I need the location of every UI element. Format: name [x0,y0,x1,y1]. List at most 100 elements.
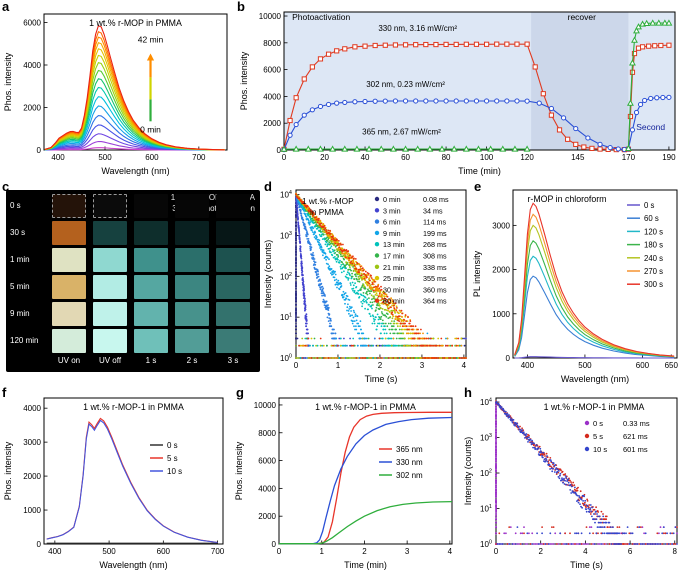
panel-h-decay-chart: 0 2 4 6 8 100 101 102 103 104 Time (s) Intensity (c… [463,397,678,570]
svg-text:100: 100 [280,354,292,364]
panel-letter-c: c [2,179,10,194]
svg-text:in PMMA: in PMMA [310,207,344,217]
sample-photo-cell [216,329,250,353]
svg-text:360 ms: 360 ms [423,285,447,294]
panel-b-kinetics-chart: 0 20 40 60 80 100 120 145 170 190 0 2000 4000 6000 800… [239,11,676,176]
sample-photo-cell [175,329,209,353]
svg-text:0: 0 [277,547,282,556]
panel-letter-e: e [474,179,482,194]
series-min-24 [44,78,225,151]
svg-text:60 s: 60 s [644,214,659,223]
svg-text:2000: 2000 [263,119,281,128]
svg-text:1000: 1000 [23,506,41,515]
svg-text:0 s: 0 s [644,201,655,210]
series-302nm [279,500,453,545]
svg-text:Wavelength (nm): Wavelength (nm) [101,166,169,176]
svg-text:400: 400 [51,153,65,162]
svg-text:100: 100 [480,153,494,162]
chart-f: 400 500 600 700 0 1000 2000 3000 4000 Wavelength … [3,397,225,570]
chart-d: 0 1 2 3 4 100 101 102 103 104 Time (s) Intensity (c… [263,189,467,384]
svg-text:80: 80 [442,153,451,162]
svg-text:700: 700 [192,153,206,162]
series-5s [46,417,218,544]
svg-text:5 s: 5 s [167,454,178,463]
svg-text:5 s: 5 s [593,432,603,441]
svg-text:3: 3 [420,361,425,370]
series-min-42 [44,24,225,151]
sample-photo-cell [52,275,86,299]
svg-text:240 s: 240 s [644,254,663,263]
sample-photo-cell [216,194,250,218]
svg-text:40: 40 [361,153,370,162]
panel-g-kinetics-chart: 0 1 2 3 4 0 2000 4000 6000 8000 10000 Time (min) Pho… [234,397,453,570]
svg-text:0 s: 0 s [167,441,178,450]
svg-text:Phos. intensity: Phos. intensity [234,441,244,500]
panel-letter-d: d [264,179,272,194]
svg-text:302 nm: 302 nm [396,471,423,480]
sample-photo-cell [52,329,86,353]
svg-text:1 wt.% r-MOP: 1 wt.% r-MOP [302,196,354,206]
photo-col-label: 1 s [145,356,157,365]
svg-text:170: 170 [622,153,636,162]
svg-text:Wavelength (nm): Wavelength (nm) [561,374,629,384]
svg-text:0 min: 0 min [383,195,401,204]
photo-row-label: 120 min [10,336,39,345]
svg-text:Photoactivation: Photoactivation [292,12,350,22]
chart-h: 0 2 4 6 8 100 101 102 103 104 Time (s) Intensity (c… [463,397,678,570]
chart-g: 0 1 2 3 4 0 2000 4000 6000 8000 10000 Time (min) Pho… [234,397,453,570]
svg-text:4000: 4000 [258,484,276,493]
series-60s [514,275,675,358]
sample-photo-cell [52,221,86,245]
svg-text:601 ms: 601 ms [623,445,648,454]
sample-photo-cell [175,275,209,299]
photo-row-label: 5 min [10,282,30,291]
svg-text:1 wt.% r-MOP-1 in PMMA: 1 wt.% r-MOP-1 in PMMA [544,402,645,412]
photo-row-label: 0 s [10,201,21,210]
svg-text:Second: Second [636,122,665,132]
panel-letter-f: f [2,385,7,400]
svg-text:Wavelength (nm): Wavelength (nm) [99,560,167,570]
series-min-12 [44,115,225,151]
sample-photo-cell [216,248,250,272]
svg-text:3: 3 [405,547,410,556]
sample-photo-cell [175,302,209,326]
svg-text:101: 101 [480,504,492,514]
svg-text:17 min: 17 min [383,252,405,261]
svg-text:104: 104 [480,398,492,408]
series-240s [514,224,675,357]
svg-text:4: 4 [462,361,467,370]
svg-text:2000: 2000 [258,512,276,521]
svg-text:10 s: 10 s [593,445,607,454]
svg-text:Phos. intensity: Phos. intensity [3,441,13,500]
sample-photo-cell [175,194,209,218]
series-decay-10s [495,400,678,545]
svg-text:34 ms: 34 ms [423,206,443,215]
chart-a: 400 500 600 700 0 2000 4000 6000 Wavelength (nm)… [3,13,228,176]
sample-photo-cell [134,329,168,353]
photo-col-label: 2 s [186,356,198,365]
svg-text:1000: 1000 [492,310,510,319]
sample-photo-cell [216,302,250,326]
sample-photo-cell [134,275,168,299]
svg-text:120 s: 120 s [644,227,663,236]
series-180s [514,239,675,358]
svg-text:103: 103 [280,231,292,241]
series-min-18 [44,96,225,151]
svg-text:0 s: 0 s [593,419,603,428]
svg-text:2: 2 [378,361,383,370]
svg-text:700: 700 [211,547,225,556]
time-arrow [146,53,155,61]
sample-photo-cell [93,194,127,218]
svg-text:268 ms: 268 ms [423,240,447,249]
svg-text:30 min: 30 min [383,285,405,294]
svg-text:3000: 3000 [23,438,41,447]
svg-text:6000: 6000 [23,19,41,28]
svg-text:13 min: 13 min [383,240,405,249]
svg-text:1 wt.% r-MOP-1 in PMMA: 1 wt.% r-MOP-1 in PMMA [315,402,416,412]
svg-text:500: 500 [102,547,116,556]
sample-photo-cell [93,221,127,245]
svg-text:2: 2 [538,547,543,556]
series-decay-0min [295,193,467,359]
svg-text:Intensity (counts): Intensity (counts) [463,437,473,506]
